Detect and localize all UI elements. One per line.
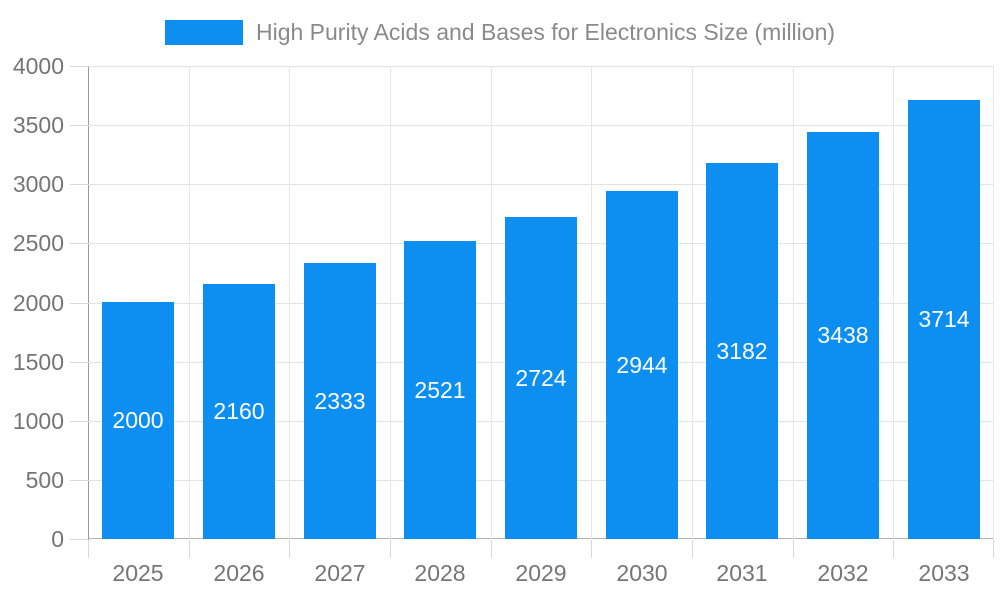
bar-value-label: 2724 — [515, 364, 567, 391]
y-axis-tick — [70, 420, 88, 422]
bar[interactable]: 2944 — [606, 191, 678, 539]
bar[interactable]: 2521 — [404, 241, 476, 539]
gridline-y — [88, 184, 994, 186]
x-axis-tick — [390, 540, 391, 558]
y-axis-tick — [70, 125, 88, 127]
gridline-y — [88, 66, 994, 67]
x-axis-tick-label: 2028 — [414, 560, 466, 586]
x-axis-tick-label: 2031 — [716, 560, 768, 586]
y-axis-tick-label: 1000 — [12, 407, 64, 434]
bar-value-label: 3438 — [817, 322, 869, 348]
gridline-x — [188, 66, 190, 539]
y-axis-line — [88, 66, 89, 558]
x-axis-tick — [591, 540, 593, 558]
x-axis-tick-label: 2033 — [918, 560, 970, 586]
x-axis-tick — [692, 540, 693, 558]
y-axis-tick-label: 4000 — [12, 53, 64, 79]
gridline-x — [993, 66, 994, 539]
x-axis-tick — [893, 540, 895, 558]
y-axis-tick-label: 500 — [25, 466, 64, 493]
chart-title: High Purity Acids and Bases for Electron… — [255, 18, 836, 45]
y-axis-tick — [70, 66, 88, 67]
bar-value-label: 2160 — [213, 398, 265, 424]
y-axis-tick — [70, 243, 88, 245]
gridline-x — [289, 66, 291, 539]
y-axis-tick — [70, 479, 88, 481]
x-axis-tick-label: 2032 — [817, 560, 869, 586]
legend-item[interactable]: High Purity Acids and Bases for Electron… — [164, 18, 836, 46]
gridline-x — [792, 66, 794, 539]
bar-value-label: 3182 — [716, 337, 768, 364]
bar-value-label: 3714 — [918, 306, 970, 332]
y-axis-tick — [70, 302, 88, 304]
y-axis-tick-label: 3000 — [12, 171, 64, 198]
bar[interactable]: 3182 — [706, 163, 778, 539]
bar[interactable]: 3438 — [807, 132, 879, 539]
bar[interactable]: 2160 — [203, 284, 275, 539]
gridline-x — [692, 66, 693, 539]
x-axis-tick-label: 2027 — [314, 560, 366, 586]
x-axis-tick-label: 2026 — [213, 560, 265, 586]
x-axis-tick — [490, 540, 492, 558]
bar[interactable]: 3714 — [908, 100, 980, 539]
x-axis-tick — [88, 540, 89, 558]
bar[interactable]: 2333 — [304, 263, 376, 539]
y-axis-tick-label: 0 — [51, 526, 64, 552]
x-axis-tick — [188, 540, 190, 558]
bar[interactable]: 2000 — [102, 302, 174, 539]
y-axis-tick — [70, 539, 88, 540]
legend: High Purity Acids and Bases for Electron… — [0, 14, 1000, 50]
y-axis-tick-label: 2000 — [12, 289, 64, 316]
plot-area: 2000 2160 2333 2521 2724 2944 3182 3438 3714 — [88, 66, 994, 539]
x-axis-tick — [993, 540, 994, 558]
bar-value-label: 2944 — [616, 351, 668, 378]
gridline-x — [390, 66, 391, 539]
legend-color-swatch — [164, 19, 243, 45]
gridline-x — [591, 66, 593, 539]
y-axis-tick-label: 1500 — [12, 348, 64, 375]
x-axis-tick-label: 2025 — [112, 560, 164, 586]
x-axis-tick-label: 2029 — [515, 560, 567, 586]
y-axis-labels: 0 500 1000 1500 2000 2500 3000 3500 4000 — [0, 54, 64, 551]
x-axis-tick — [289, 540, 291, 558]
y-axis-tick-label: 3500 — [12, 112, 64, 139]
y-axis-tick — [70, 361, 88, 363]
gridline-x — [490, 66, 492, 539]
gridline-x — [893, 66, 895, 539]
bar-value-label: 2521 — [414, 376, 466, 403]
bar-value-label: 2000 — [112, 407, 164, 433]
y-axis-tick — [70, 184, 88, 186]
gridline-y — [88, 125, 994, 127]
x-axis-labels: 2025 2026 2027 2028 2029 2030 2031 2032 2033 — [88, 558, 994, 592]
x-axis-tick-label: 2030 — [616, 560, 668, 586]
bar[interactable]: 2724 — [505, 217, 577, 539]
y-axis-tick-label: 2500 — [12, 230, 64, 257]
x-axis-tick — [792, 540, 794, 558]
bar-value-label: 2333 — [314, 387, 366, 414]
